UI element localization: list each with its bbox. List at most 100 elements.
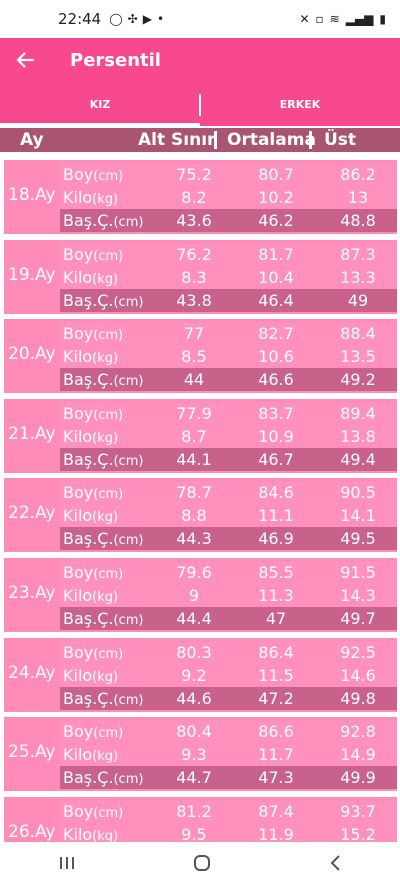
low-value: 8.7	[181, 426, 207, 446]
battery-icon: ▮	[379, 12, 386, 26]
bas-row: Baş.Ç.(cm) 44 46.6 49.2	[60, 368, 397, 392]
avg-value: 86.4	[258, 642, 294, 662]
high-value: 14.6	[340, 665, 376, 685]
avg-value: 46.6	[258, 370, 294, 390]
measure-label: Kilo(kg)	[63, 586, 119, 605]
measure-label: Boy(cm)	[63, 165, 124, 184]
high-value: 86.2	[340, 165, 376, 184]
high-value: 89.4	[340, 403, 376, 423]
kilo-row: Kilo(kg) 9.5 11.9 15.2	[60, 822, 397, 842]
boy-row: Boy(cm) 77.9 83.7 89.4	[60, 401, 397, 425]
recent-apps-icon[interactable]	[58, 855, 76, 876]
percentile-list[interactable]: 18.Ay Boy(cm) 75.2 80.7 86.2 Kilo(kg) 8.2 10.2 1…	[0, 156, 400, 842]
nav-bar	[0, 842, 400, 888]
measure-label: Baş.Ç.(cm)	[63, 370, 144, 390]
month-card: 20.Ay Boy(cm) 77 82.7 88.4 Kilo(kg) 8.5 10.6 13.…	[4, 319, 397, 394]
month-card: 18.Ay Boy(cm) 75.2 80.7 86.2 Kilo(kg) 8.2 10.2 1…	[4, 160, 397, 234]
high-value: 93.7	[340, 801, 376, 821]
app-bar: Persentil	[0, 38, 400, 82]
avg-value: 82.7	[258, 324, 294, 344]
low-value: 79.6	[176, 563, 212, 582]
boy-row: Boy(cm) 75.2 80.7 86.2	[60, 163, 397, 186]
high-value: 90.5	[340, 483, 376, 503]
measure-label: Kilo(kg)	[63, 347, 119, 367]
kilo-row: Kilo(kg) 8.7 10.9 13.8	[60, 424, 397, 448]
high-value: 91.5	[340, 563, 376, 582]
home-icon[interactable]	[193, 854, 211, 877]
measure-label: Baş.Ç.(cm)	[63, 688, 144, 708]
avg-value: 83.7	[258, 403, 294, 423]
avg-value: 47.3	[258, 768, 294, 788]
avg-value: 80.7	[258, 165, 294, 184]
high-value: 92.5	[340, 642, 376, 662]
low-value: 77	[183, 324, 205, 344]
month-card: 19.Ay Boy(cm) 76.2 81.7 87.3 Kilo(kg) 8.3 10.4 1…	[4, 239, 397, 314]
month-label: 25.Ay	[8, 742, 56, 763]
month-label: 24.Ay	[8, 662, 56, 683]
bas-row: Baş.Ç.(cm) 44.6 47.2 49.8	[60, 686, 397, 710]
header-avg: Ortalama	[227, 130, 316, 150]
low-value: 80.4	[176, 722, 212, 742]
boy-row: Boy(cm) 80.3 86.4 92.5	[60, 640, 397, 664]
avg-value: 87.4	[258, 801, 294, 821]
header-low: Alt Sınır	[138, 130, 216, 150]
month-card: 24.Ay Boy(cm) 80.3 86.4 92.5 Kilo(kg) 9.2 11.5 1…	[4, 637, 397, 712]
mute-icon: ✕	[299, 12, 310, 26]
avg-value: 46.9	[258, 529, 294, 549]
high-value: 87.3	[340, 244, 376, 264]
measure-label: Kilo(kg)	[63, 267, 119, 287]
low-value: 80.3	[176, 642, 212, 662]
low-value: 43.8	[176, 290, 212, 310]
low-value: 9	[188, 586, 200, 605]
low-value: 77.9	[176, 403, 212, 423]
low-value: 44.6	[176, 688, 212, 708]
low-value: 43.6	[176, 211, 212, 230]
kilo-row: Kilo(kg) 9 11.3 14.3	[60, 584, 397, 607]
boy-row: Boy(cm) 79.6 85.5 91.5	[60, 561, 397, 584]
kilo-row: Kilo(kg) 9.2 11.5 14.6	[60, 663, 397, 687]
high-value: 49.9	[340, 768, 376, 788]
avg-value: 46.4	[258, 290, 294, 310]
measure-label: Kilo(kg)	[63, 824, 119, 842]
low-value: 76.2	[176, 244, 212, 264]
dot-icon: •	[156, 12, 165, 26]
low-value: 9.3	[181, 745, 207, 765]
avg-value: 11.9	[258, 824, 294, 842]
status-time: 22:44	[58, 10, 102, 28]
low-value: 44.1	[176, 449, 212, 469]
avg-value: 84.6	[258, 483, 294, 503]
boy-row: Boy(cm) 80.4 86.6 92.8	[60, 720, 397, 744]
whatsapp-icon: ◯	[109, 12, 123, 26]
battery-saver-icon: ▫	[315, 12, 324, 26]
low-value: 8.2	[181, 188, 207, 207]
avg-value: 11.3	[258, 586, 294, 605]
back-arrow-icon[interactable]	[0, 38, 52, 82]
tab-erkek[interactable]: ERKEK	[279, 97, 321, 111]
measure-label: Baş.Ç.(cm)	[63, 768, 144, 788]
month-label: 21.Ay	[8, 423, 56, 444]
month-card: 21.Ay Boy(cm) 77.9 83.7 89.4 Kilo(kg) 8.7 10.9 1…	[4, 398, 397, 473]
low-value: 44.7	[176, 768, 212, 788]
avg-value: 10.4	[258, 267, 294, 287]
bas-row: Baş.Ç.(cm) 44.3 46.9 49.5	[60, 527, 397, 551]
tab-divider	[199, 94, 201, 116]
low-value: 8.3	[181, 267, 207, 287]
high-value: 13.5	[340, 347, 376, 367]
bas-row: Baş.Ç.(cm) 44.7 47.3 49.9	[60, 766, 397, 790]
high-value: 13.8	[340, 426, 376, 446]
measure-label: Boy(cm)	[63, 563, 124, 582]
measure-label: Baş.Ç.(cm)	[63, 211, 144, 230]
low-value: 78.7	[176, 483, 212, 503]
status-left-icons: ◯ ✣ ▶ •	[109, 12, 164, 26]
high-value: 88.4	[340, 324, 376, 344]
measure-label: Baş.Ç.(cm)	[63, 449, 144, 469]
back-nav-icon[interactable]	[328, 854, 342, 877]
high-value: 49	[347, 290, 369, 310]
header-divider	[309, 131, 312, 149]
avg-value: 11.7	[258, 745, 294, 765]
kilo-row: Kilo(kg) 8.8 11.1 14.1	[60, 504, 397, 528]
measure-label: Boy(cm)	[63, 801, 124, 821]
measure-label: Boy(cm)	[63, 642, 124, 662]
header-divider	[214, 131, 217, 149]
tab-kiz[interactable]: KIZ	[0, 82, 200, 126]
